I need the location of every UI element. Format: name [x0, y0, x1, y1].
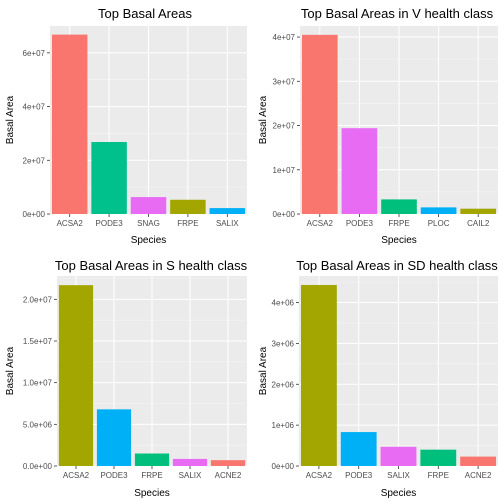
- x-tick-label: FRPE: [428, 471, 449, 480]
- bar-acne2: [210, 460, 246, 466]
- y-axis-title: Basal Area: [258, 346, 269, 395]
- y-tick-label: 1.0e+07: [23, 379, 53, 388]
- bar-pode3: [96, 409, 132, 466]
- y-axis-title: Basal Area: [5, 346, 16, 395]
- x-axis-title: Species: [131, 235, 167, 246]
- x-tick-label: FRPE: [141, 471, 162, 480]
- bar-salix: [172, 458, 208, 466]
- y-tick-label: 6e+07: [23, 49, 46, 58]
- chart-title: Top Basal Areas in V health class: [301, 6, 494, 21]
- y-tick-label: 3e+06: [272, 339, 295, 348]
- bar-frpe: [381, 199, 417, 214]
- bar-pode3: [340, 432, 377, 466]
- x-axis-title: Species: [381, 235, 417, 246]
- y-tick-label: 5.0e+06: [23, 420, 53, 429]
- bar-frpe: [420, 449, 457, 466]
- chart-title: Top Basal Areas in SD health class: [296, 258, 498, 273]
- x-tick-label: FRPE: [177, 219, 198, 228]
- x-tick-label: FRPE: [388, 219, 409, 228]
- chart-panel-1: 0e+00 2e+07 4e+07 6e+07 ACSA2 PODE3 SNAG FRPE SA…: [5, 6, 247, 246]
- x-tick-label: ACSA2: [307, 219, 334, 228]
- x-tick-label: PLOC: [428, 219, 450, 228]
- x-tick-label: CAIL2: [467, 219, 490, 228]
- y-axis-title: Basal Area: [258, 95, 269, 144]
- x-tick-label: SALIX: [387, 471, 410, 480]
- y-tick-label: 2e+07: [273, 122, 296, 131]
- bar-acsa2: [301, 34, 338, 214]
- x-tick-label: ACSA2: [306, 471, 333, 480]
- bar-frpe: [170, 199, 206, 214]
- y-tick-label: 1e+07: [273, 166, 296, 175]
- y-tick-label: 2e+07: [23, 156, 46, 165]
- y-axis-title: Basal Area: [5, 95, 16, 144]
- y-tick-label: 0.0e+00: [23, 462, 53, 471]
- chart-panel-4: 0e+00 1e+06 2e+06 3e+06 4e+06 ACSA2 PODE3 SALIX…: [258, 258, 498, 499]
- bar-acsa2: [300, 284, 337, 466]
- y-tick-label: 4e+07: [23, 103, 46, 112]
- x-tick-label: PODE3: [100, 471, 128, 480]
- bar-pode3: [91, 142, 127, 214]
- y-tick-label: 3e+07: [273, 77, 296, 86]
- bar-pode3: [341, 128, 378, 214]
- x-tick-label: SALIX: [179, 471, 202, 480]
- chart-panel-2: 0e+00 1e+07 2e+07 3e+07 4e+07 ACSA2 PODE3 FRPE P…: [258, 6, 498, 246]
- y-tick-label: 0e+00: [273, 210, 296, 219]
- bar-ploc: [420, 207, 457, 214]
- x-tick-label: PODE3: [96, 219, 124, 228]
- bar-salix: [209, 208, 246, 214]
- x-tick-label: PODE3: [345, 471, 373, 480]
- x-tick-label: SNAG: [137, 219, 160, 228]
- chart-title: Top Basal Areas: [98, 6, 192, 21]
- y-tick-label: 4e+06: [272, 299, 295, 308]
- x-tick-label: ACNE2: [215, 471, 242, 480]
- bar-cail2: [460, 208, 497, 214]
- y-tick-label: 2e+06: [272, 380, 295, 389]
- x-tick-label: ACSA2: [63, 471, 90, 480]
- chart-title: Top Basal Areas in S health class: [55, 258, 248, 273]
- bar-acsa2: [51, 34, 88, 214]
- bar-frpe: [134, 453, 170, 466]
- x-tick-label: ACNE2: [465, 471, 492, 480]
- chart-panel-3: 0.0e+00 5.0e+06 1.0e+07 1.5e+07 2.0e+07 ACSA2…: [5, 258, 248, 499]
- y-tick-label: 0e+00: [23, 210, 46, 219]
- x-tick-label: PODE3: [346, 219, 374, 228]
- x-tick-label: ACSA2: [57, 219, 84, 228]
- x-tick-label: SALIX: [216, 219, 239, 228]
- y-tick-label: 2.0e+07: [23, 295, 53, 304]
- bar-acsa2: [58, 285, 94, 466]
- bar-snag: [130, 197, 167, 214]
- y-tick-label: 4e+07: [273, 33, 296, 42]
- bar-salix: [380, 446, 417, 466]
- x-axis-title: Species: [134, 488, 170, 499]
- y-tick-label: 0e+00: [272, 462, 295, 471]
- x-axis-title: Species: [381, 488, 417, 499]
- y-tick-label: 1.5e+07: [23, 337, 53, 346]
- y-tick-label: 1e+06: [272, 421, 295, 430]
- bar-acne2: [460, 456, 497, 466]
